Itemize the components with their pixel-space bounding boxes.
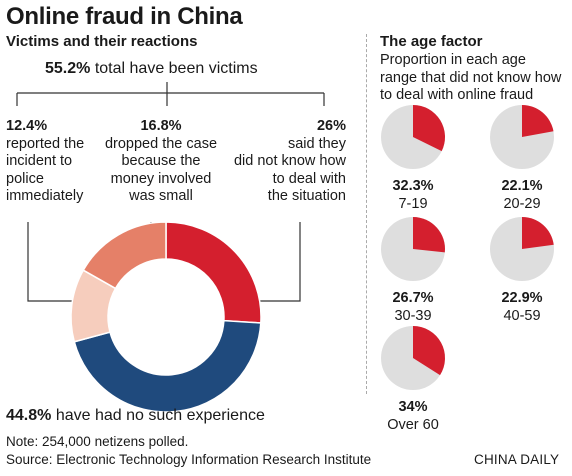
age-section-subtitle-line: Proportion in each age xyxy=(380,52,526,68)
reaction-dropped-line: because the xyxy=(121,153,201,169)
age-pie-charts xyxy=(381,105,554,390)
chart-title: Online fraud in China xyxy=(6,3,243,30)
reaction-police-value: 12.4% xyxy=(6,118,48,134)
reaction-unknown-line: to deal with xyxy=(272,170,346,187)
age-section-title: The age factor xyxy=(380,33,483,50)
no-experience-label: 44.8% have had no such experience xyxy=(6,406,265,426)
reaction-unknown-line: did not know how xyxy=(233,153,346,169)
reaction-unknown-line: said they xyxy=(287,135,346,152)
reaction-dropped-line: money involved xyxy=(110,170,212,187)
donut-slice xyxy=(165,221,262,324)
reaction-unknown-value: 26% xyxy=(316,118,346,134)
reaction-dropped: 16.8% dropped the case because the money… xyxy=(86,118,236,206)
age-pie-category-label: 20-29 xyxy=(503,196,541,212)
age-pie-slice xyxy=(413,326,445,376)
reaction-dropped-line: dropped the case xyxy=(104,135,218,152)
age-pie-slice xyxy=(413,105,445,152)
footnote: Note: 254,000 netizens polled. xyxy=(6,434,189,449)
connector-lines xyxy=(16,82,325,302)
age-pie-slice xyxy=(522,216,554,249)
age-pie-caption: 32.3% 7-19 xyxy=(373,177,453,213)
no-experience-value: 44.8% xyxy=(6,407,52,424)
section-divider xyxy=(366,34,367,394)
age-pie-caption: 22.1% 20-29 xyxy=(482,177,562,213)
age-pie-value-label: 32.3% xyxy=(392,178,434,194)
reaction-unknown: 26% said they did not know how to deal w… xyxy=(208,118,346,206)
age-pie-category-label: 40-59 xyxy=(503,308,541,324)
donut-slice xyxy=(73,319,262,413)
age-pie-caption: 22.9% 40-59 xyxy=(482,289,562,325)
reaction-police-line: police xyxy=(6,170,44,187)
reaction-dropped-line: was small xyxy=(129,188,193,204)
reaction-police-line: incident to xyxy=(6,153,73,169)
reaction-police-line: immediately xyxy=(6,188,84,204)
donut-chart xyxy=(70,221,262,413)
age-pie-caption: 26.7% 30-39 xyxy=(373,289,453,325)
chart-subtitle: Victims and their reactions xyxy=(6,33,198,50)
age-pie-value-label: 22.9% xyxy=(501,290,543,306)
age-pie-slice xyxy=(522,105,554,137)
age-section-subtitle-line: range that did not know how xyxy=(380,69,562,86)
total-victims-label: 55.2% total have been victims xyxy=(45,59,258,79)
age-section-subtitle: Proportion in each age range that did no… xyxy=(380,52,561,105)
no-experience-text: have had no such experience xyxy=(55,407,265,424)
reaction-police: 12.4% reported the incident to police im… xyxy=(6,118,84,206)
age-pie-caption: 34% Over 60 xyxy=(373,398,453,434)
source-line: Source: Electronic Technology Informatio… xyxy=(6,452,372,467)
age-pie-category-label: 30-39 xyxy=(394,308,432,324)
connector-line xyxy=(256,222,301,302)
age-pie-value-label: 34% xyxy=(398,399,428,415)
age-pie-category-label: 7-19 xyxy=(398,196,428,212)
connector-line xyxy=(27,222,78,302)
brand-credit: CHINA DAILY xyxy=(474,452,560,467)
reaction-police-line: reported the xyxy=(6,135,85,152)
total-victims-value: 55.2% xyxy=(45,60,91,77)
age-pie-value-label: 26.7% xyxy=(392,290,434,306)
age-pie-category-label: Over 60 xyxy=(387,417,439,433)
total-victims-text: total have been victims xyxy=(94,60,258,77)
age-section-subtitle-line: to deal with online fraud xyxy=(380,87,534,103)
donut-slice xyxy=(82,221,167,290)
reaction-dropped-value: 16.8% xyxy=(140,118,182,134)
age-pie-value-label: 22.1% xyxy=(501,178,543,194)
reaction-unknown-line: the situation xyxy=(267,188,346,204)
age-pie-slice xyxy=(413,217,445,253)
